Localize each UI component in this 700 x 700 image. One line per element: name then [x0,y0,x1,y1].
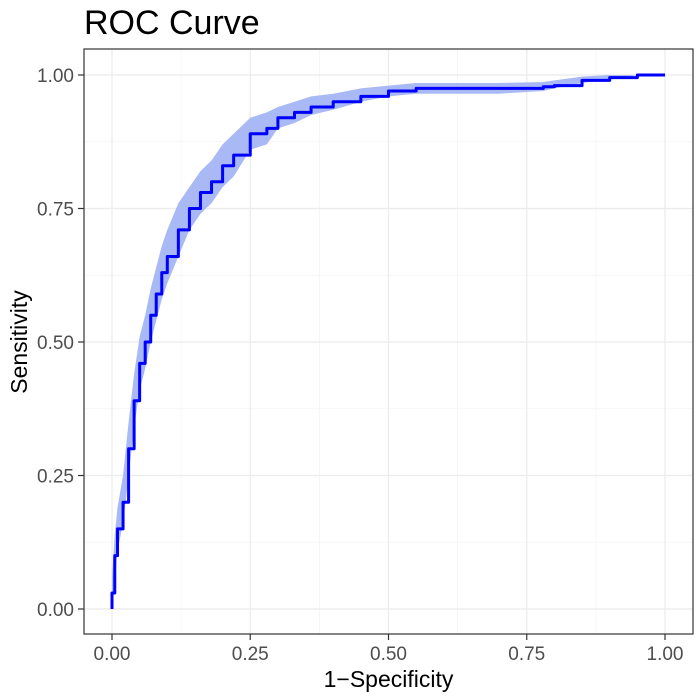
y-tick-label: 0.50 [37,333,74,354]
x-tick-label: 0.50 [370,644,407,665]
y-tick-label: 1.00 [37,66,74,87]
y-tick-label: 0.00 [37,600,74,621]
chart-title: ROC Curve [84,4,260,42]
y-tick-label: 0.75 [37,200,74,221]
y-axis-ticks: 0.00 0.25 0.50 0.75 1.00 [37,66,84,621]
x-axis-ticks: 0.00 0.25 0.50 0.75 1.00 [94,634,684,665]
y-tick-label: 0.25 [37,467,74,488]
x-tick-label: 0.75 [508,644,545,665]
roc-curve-line [110,73,665,609]
y-axis-title: Sensitivity [6,290,32,394]
x-tick-label: 0.00 [94,644,131,665]
roc-line-layer [110,73,665,609]
x-tick-label: 0.25 [232,644,269,665]
x-axis-title: 1−Specificity [324,666,454,692]
x-tick-label: 1.00 [647,644,684,665]
